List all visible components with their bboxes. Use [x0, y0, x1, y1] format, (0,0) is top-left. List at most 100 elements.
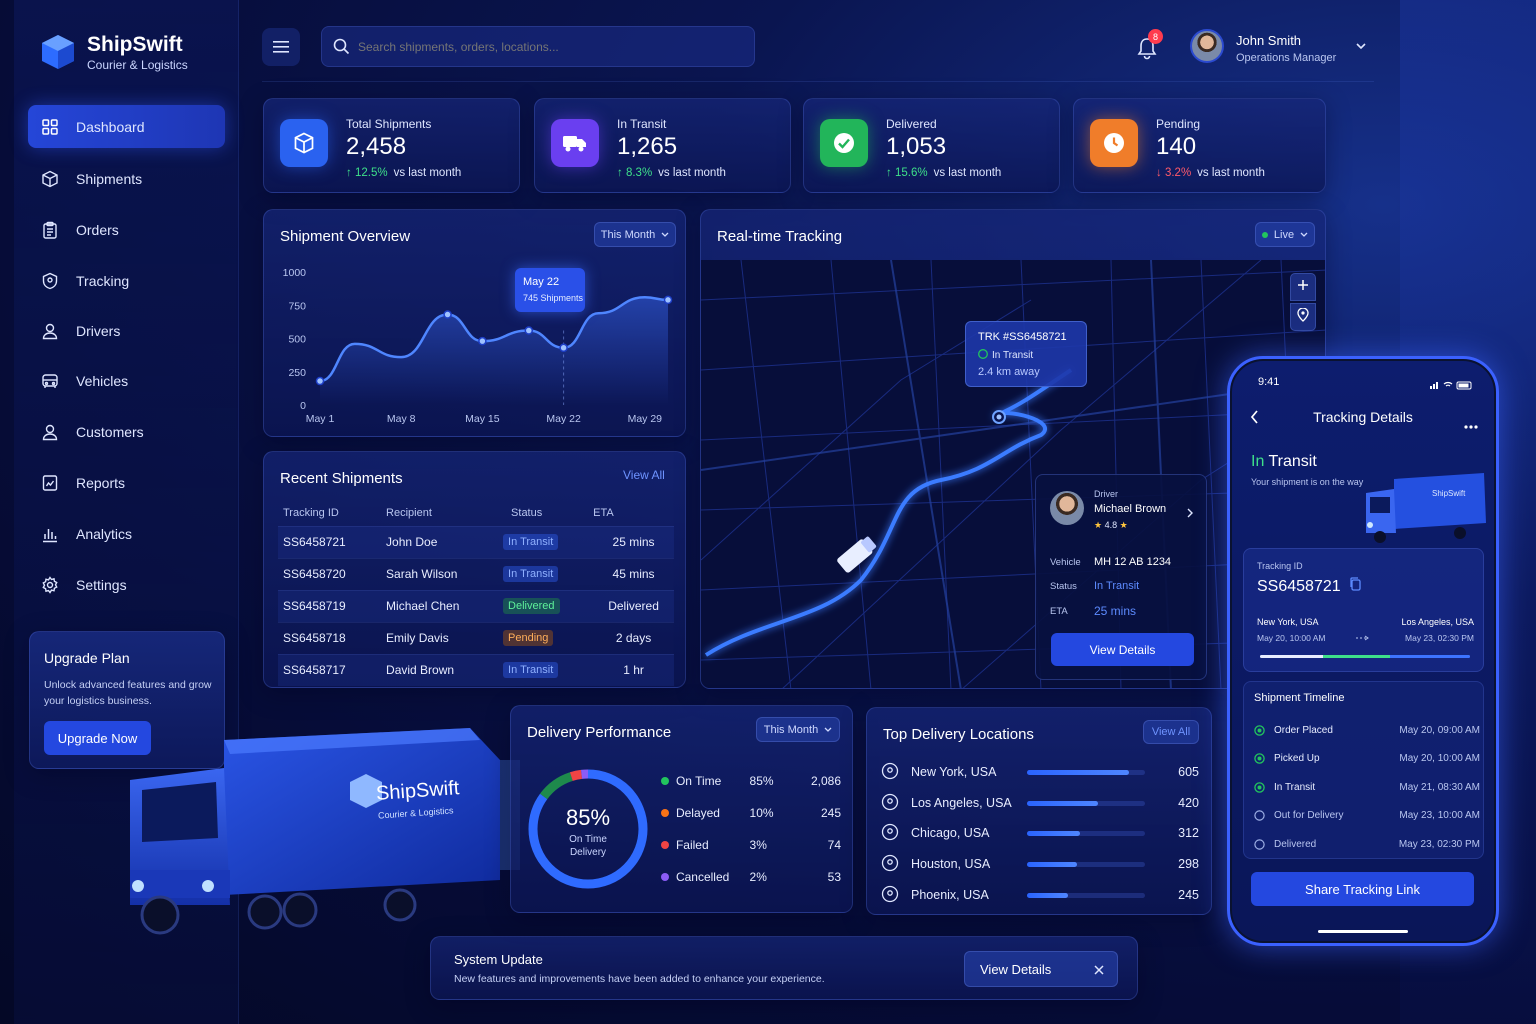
sidebar-item-drivers[interactable]: Drivers — [28, 309, 225, 352]
recent-shipments-table: Tracking ID Recipient Status ETA SS6458721 J… — [278, 500, 674, 686]
x-tick-label: May 8 — [387, 413, 416, 425]
sidebar-item-label: Drivers — [76, 322, 121, 339]
truck-illustration: ShipSwift Courier & Logistics — [120, 720, 520, 940]
zoom-in-button[interactable] — [1290, 273, 1316, 301]
phone-status-sub: Your shipment is on the way — [1251, 477, 1364, 487]
status-cell: In Transit — [503, 525, 594, 558]
stat-change-value: 8.3% — [625, 167, 653, 179]
share-tracking-link-button[interactable]: Share Tracking Link — [1251, 872, 1474, 906]
check-circle-icon — [1254, 781, 1274, 793]
stat-value: 140 — [1156, 133, 1197, 160]
tracking-popup: TRK #SS6458721 In Transit 2.4 km away — [965, 321, 1087, 387]
table-row[interactable]: SS6458720 Sarah Wilson In Transit 45 mins — [278, 557, 674, 590]
driver-view-details-button[interactable]: View Details — [1051, 633, 1194, 666]
stat-label: Delivered — [886, 117, 937, 131]
user-icon — [40, 422, 60, 442]
tracking-live-dropdown[interactable]: Live — [1255, 222, 1315, 247]
table-row[interactable]: SS6458721 John Doe In Transit 25 mins — [278, 525, 674, 558]
popup-distance: 2.4 km away — [978, 366, 1040, 378]
performance-filter-dropdown[interactable]: This Month — [756, 717, 840, 742]
stat-value: 1,053 — [886, 133, 947, 160]
status-badge: In Transit — [503, 662, 559, 679]
recent-shipments-title: Recent Shipments — [280, 470, 403, 487]
location-count: 312 — [1178, 826, 1199, 840]
status-cell: Pending — [503, 621, 594, 654]
y-tick-label: 500 — [288, 334, 306, 346]
location-pin-icon — [881, 885, 911, 906]
phone-more-icon[interactable] — [1464, 416, 1478, 434]
location-row[interactable]: Chicago, USA 312 — [881, 821, 1199, 845]
chart-point[interactable] — [443, 310, 452, 319]
chevron-down-icon — [824, 724, 832, 736]
phone-back-chevron-left-icon[interactable] — [1250, 410, 1259, 429]
phone-tracking-card: Tracking ID SS6458721 New York, USA May … — [1243, 548, 1484, 672]
system-update-title: System Update — [454, 952, 543, 967]
sidebar-item-reports[interactable]: Reports — [28, 461, 225, 504]
location-count: 245 — [1178, 888, 1199, 902]
driver-rating-value: 4.8 — [1104, 520, 1118, 530]
timeline-time: May 21, 08:30 AM — [1399, 781, 1480, 793]
phone-tracking-id: SS6458721 — [1257, 577, 1361, 596]
user-menu-chevron-down-icon[interactable] — [1355, 38, 1367, 56]
legend-dot — [661, 809, 669, 817]
locations-view-all-label: View All — [1151, 726, 1191, 738]
phone-truck-illustration: ShipSwift — [1360, 467, 1492, 545]
location-city: New York, USA — [911, 765, 997, 779]
stat-change-value: 3.2% — [1164, 167, 1192, 179]
sidebar-item-orders[interactable]: Orders — [28, 208, 225, 251]
phone-status-in: In — [1251, 453, 1265, 470]
chart-point[interactable] — [315, 376, 325, 386]
phone-from-time: May 20, 10:00 AM — [1257, 633, 1326, 643]
sidebar-item-shipments[interactable]: Shipments — [28, 157, 225, 200]
timeline-item: Delivered May 23, 02:30 PM — [1254, 836, 1480, 852]
tracking-id-cell: SS6458720 — [278, 557, 387, 590]
table-header: ETA — [593, 506, 614, 519]
chart-point[interactable] — [663, 295, 673, 305]
copy-icon[interactable] — [1349, 577, 1361, 596]
table-row[interactable]: SS6458718 Emily Davis Pending 2 days — [278, 621, 674, 654]
chart-point[interactable] — [559, 343, 568, 353]
sidebar-item-dashboard[interactable]: Dashboard — [28, 105, 225, 148]
location-row[interactable]: Phoenix, USA 245 — [881, 883, 1199, 907]
status-badge: In Transit — [503, 566, 559, 582]
chart-point[interactable] — [478, 336, 487, 346]
phone-from-city: New York, USA — [1257, 617, 1319, 627]
locations-view-all-button[interactable]: View All — [1143, 720, 1199, 744]
chart-point[interactable] — [524, 326, 534, 335]
sidebar-item-label: Dashboard — [76, 118, 145, 135]
check-circle-icon — [978, 349, 988, 362]
sidebar-item-settings[interactable]: Settings — [28, 563, 225, 606]
sidebar-item-vehicles[interactable]: Vehicles — [28, 359, 225, 402]
search-bar[interactable] — [321, 26, 755, 67]
legend-count: 245 — [820, 806, 842, 820]
location-row[interactable]: Los Angeles, USA 420 — [881, 791, 1199, 815]
recipient-cell: David Brown — [386, 653, 504, 686]
table-row[interactable]: SS6458719 Michael Chen Delivered Delivered — [278, 589, 674, 622]
sidebar-item-analytics[interactable]: Analytics — [28, 512, 225, 555]
overview-filter-dropdown[interactable]: This Month — [594, 222, 676, 247]
phone-tracking-label: Tracking ID — [1257, 561, 1303, 571]
sidebar-item-tracking[interactable]: Tracking — [28, 259, 225, 302]
live-dot-icon — [1261, 231, 1268, 238]
eta-cell: 2 days — [593, 621, 674, 654]
driver-chevron-right-icon[interactable] — [1186, 505, 1194, 523]
upgrade-now-button[interactable]: Upgrade Now — [44, 721, 151, 755]
gear-icon — [40, 575, 60, 595]
locate-button[interactable] — [1290, 303, 1316, 331]
y-tick-label: 0 — [300, 400, 306, 412]
donut-segment[interactable] — [528, 769, 648, 889]
sidebar-item-customers[interactable]: Customers — [28, 410, 225, 453]
location-count: 605 — [1178, 765, 1199, 779]
close-icon[interactable] — [1093, 963, 1105, 981]
table-row[interactable]: SS6458717 David Brown In Transit 1 hr — [278, 653, 674, 686]
location-row[interactable]: New York, USA 605 — [881, 760, 1199, 784]
status-value: In Transit — [1094, 580, 1140, 592]
avatar[interactable] — [1190, 29, 1224, 63]
menu-icon[interactable] — [262, 28, 300, 66]
recent-view-all-link[interactable]: View All — [623, 468, 665, 482]
chevron-down-icon — [1300, 229, 1308, 241]
location-row[interactable]: Houston, USA 298 — [881, 852, 1199, 876]
system-update-view-details-button[interactable]: View Details — [964, 951, 1118, 987]
notification-badge: 8 — [1148, 29, 1163, 44]
search-input[interactable] — [358, 35, 738, 59]
